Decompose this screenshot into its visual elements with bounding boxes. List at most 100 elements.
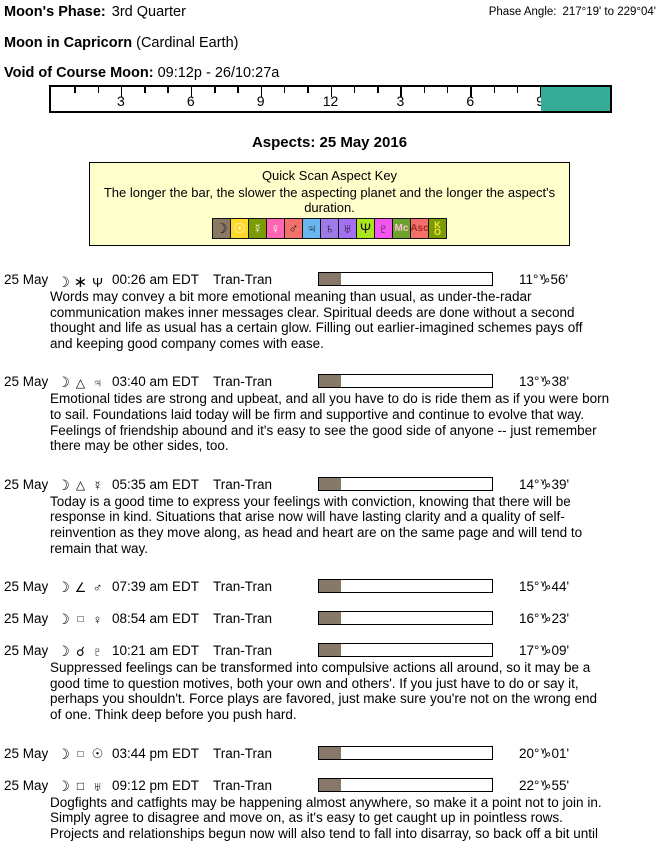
neptune-icon: Ψ xyxy=(89,275,106,290)
hour-tick xyxy=(424,87,426,93)
aspect-time: 00:26 am EDT xyxy=(112,272,199,287)
aspect-degree: 16°♑23' xyxy=(519,611,569,627)
aspect-glyphs: ☽ △ ♃ xyxy=(55,374,113,391)
duration-bar xyxy=(318,611,493,625)
moon-icon: ☽ xyxy=(55,778,72,795)
moon-icon: ☽ xyxy=(55,746,72,763)
aspect-date: 25 May xyxy=(4,477,48,492)
trine-icon: △ xyxy=(72,478,89,492)
aspect-description: Suppressed feelings can be transformed i… xyxy=(50,660,633,722)
conjunction-icon: ☌ xyxy=(72,644,89,660)
aspect-row: 25 May ☽ ∗ Ψ 00:26 am EDT Tran-Tran 11°♑… xyxy=(0,272,659,288)
square-icon: □ xyxy=(72,779,89,793)
moon-icon: ☽ xyxy=(213,219,231,238)
voc-label: Void of Course Moon: xyxy=(4,65,154,81)
aspect-time: 09:12 pm EDT xyxy=(112,778,199,793)
hour-tick-label: 9 xyxy=(257,93,265,109)
hour-tick-label: 12 xyxy=(323,93,339,109)
astro-report-page: { "header": { "moons_phase_label": "Moon… xyxy=(0,0,659,805)
sun-icon: ☉ xyxy=(231,219,249,238)
moon-icon: ☽ xyxy=(55,611,72,628)
sesquiquadrate-icon: □ xyxy=(72,749,89,760)
aspect-description: Emotional tides are strong and upbeat, a… xyxy=(50,391,633,453)
aspect-degree: 15°♑44' xyxy=(519,579,569,595)
moon-icon: ☽ xyxy=(55,274,72,291)
hour-tick xyxy=(98,87,100,93)
aspect-degree: 17°♑09' xyxy=(519,643,569,659)
aspect-type: Tran-Tran xyxy=(213,611,272,626)
aspect-glyphs: ☽ □ ☉ xyxy=(55,746,113,763)
sun-icon: ☉ xyxy=(89,746,106,762)
duration-bar xyxy=(318,477,493,491)
aspects-title: Aspects: 25 May 2016 xyxy=(0,134,659,151)
aspect-type: Tran-Tran xyxy=(213,579,272,594)
pluto-icon: ♇ xyxy=(375,219,393,238)
voc-period-fill xyxy=(541,87,610,111)
aspect-time: 10:21 am EDT xyxy=(112,643,199,658)
duration-bar xyxy=(318,374,493,388)
aspect-date: 25 May xyxy=(4,272,48,287)
pluto-icon: ♇ xyxy=(89,644,106,659)
duration-bar-fill xyxy=(319,580,341,592)
aspect-date: 25 May xyxy=(4,611,48,626)
moons-phase-value: 3rd Quarter xyxy=(112,4,186,20)
aspect-degree: 11°♑56' xyxy=(519,272,568,288)
jupiter-icon: ♃ xyxy=(303,219,321,238)
aspect-date: 25 May xyxy=(4,746,48,761)
voc-value: 09:12p - 26/10:27a xyxy=(158,65,280,81)
hour-tick-label: 6 xyxy=(187,93,195,109)
moons-phase-label: Moon's Phase: xyxy=(4,4,106,20)
duration-bar xyxy=(318,272,493,286)
key-subtitle: The longer the bar, the slower the aspec… xyxy=(90,185,569,215)
aspect-row: 25 May ☽ ☌ ♇ 10:21 am EDT Tran-Tran 17°♑… xyxy=(0,643,659,659)
aspect-type: Tran-Tran xyxy=(213,643,272,658)
duration-bar-fill xyxy=(319,375,341,387)
moon-icon: ☽ xyxy=(55,643,72,660)
aspect-type: Tran-Tran xyxy=(213,374,272,389)
aspect-row: 25 May ☽ □ ♅ 09:12 pm EDT Tran-Tran 22°♑… xyxy=(0,778,659,794)
hour-tick xyxy=(307,87,309,93)
moon-sign: Moon in Capricorn (Cardinal Earth) xyxy=(4,35,659,51)
void-of-course: Void of Course Moon: 09:12p - 26/10:27a xyxy=(4,65,659,81)
aspect-date: 25 May xyxy=(4,374,48,389)
aspect-description: Today is a good time to express your fee… xyxy=(50,494,633,556)
neptune-icon: Ψ xyxy=(357,219,375,238)
semisquare-icon: ∠ xyxy=(72,580,89,596)
aspect-degree: 13°♑38' xyxy=(519,374,569,390)
hour-tick-label: 6 xyxy=(466,93,474,109)
aspect-glyphs: ☽ ∗ Ψ xyxy=(55,272,113,292)
duration-bar-fill xyxy=(319,644,341,656)
phase-angle-value: 217°19' to 229°04' xyxy=(562,6,656,18)
aspect-degree: 20°♑01' xyxy=(519,746,569,762)
uranus-icon: ♅ xyxy=(339,219,357,238)
moon-sign-label: Moon in Capricorn xyxy=(4,35,132,51)
aspect-glyphs: ☽ ∠ ♂ xyxy=(55,579,113,596)
aspect-description: Words may convey a bit more emotional me… xyxy=(50,289,633,351)
duration-bar-fill xyxy=(319,747,341,759)
aspect-time: 07:39 am EDT xyxy=(112,579,199,594)
duration-bar xyxy=(318,579,493,593)
aspect-time: 03:44 pm EDT xyxy=(112,746,199,761)
aspect-glyphs: ☽ □ ♅ xyxy=(55,778,113,795)
aspect-glyphs: ☽ □ ♀ xyxy=(55,611,113,628)
duration-bar xyxy=(318,746,493,760)
quick-scan-key-box: Quick Scan Aspect Key The longer the bar… xyxy=(89,162,570,246)
duration-bar xyxy=(318,778,493,792)
mc-icon: Mc xyxy=(393,219,411,238)
duration-bar-fill xyxy=(319,612,341,624)
hour-tick-label: 3 xyxy=(117,93,125,109)
header-row: Moon's Phase:3rd Quarter Phase Angle:217… xyxy=(0,0,659,20)
jupiter-icon: ♃ xyxy=(89,375,106,390)
duration-bar-fill xyxy=(319,779,341,791)
aspect-time: 08:54 am EDT xyxy=(112,611,199,626)
aspect-description: Dogfights and catfights may be happening… xyxy=(50,795,633,841)
aspect-type: Tran-Tran xyxy=(213,477,272,492)
aspect-degree: 14°♑39' xyxy=(519,477,569,493)
hour-tick xyxy=(237,87,239,93)
mercury-icon: ☿ xyxy=(249,219,267,238)
venus-icon: ♀ xyxy=(267,219,285,238)
aspect-row: 25 May ☽ ∠ ♂ 07:39 am EDT Tran-Tran 15°♑… xyxy=(0,579,659,595)
duration-bar xyxy=(318,643,493,657)
